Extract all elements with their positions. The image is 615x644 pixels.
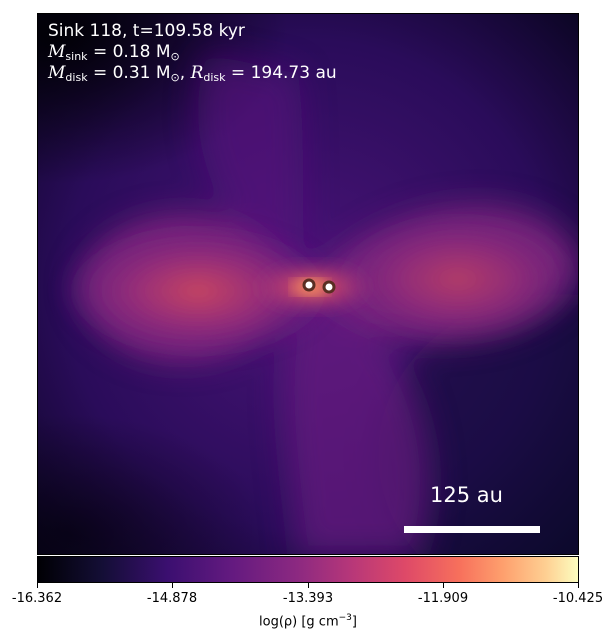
mdisk-symbol: M bbox=[48, 63, 66, 83]
colorbar-tick-label: -10.425 bbox=[552, 591, 604, 606]
colorbar-tick bbox=[578, 583, 579, 588]
colorbar bbox=[37, 556, 579, 583]
colorbar-tick bbox=[37, 583, 38, 588]
colorbar-tick-label: -14.878 bbox=[146, 591, 198, 606]
mdisk-separator: , bbox=[179, 63, 191, 83]
colorbar-tick-label: -11.909 bbox=[417, 591, 469, 606]
density-field bbox=[38, 14, 578, 554]
mdisk-value: = 0.31 M bbox=[87, 63, 171, 83]
colorbar-label-end: ] bbox=[351, 614, 357, 630]
sink-info: Sink 118, t=109.58 kyr bbox=[48, 21, 245, 41]
scale-bar bbox=[404, 526, 540, 533]
colorbar-tick-label: -13.393 bbox=[282, 591, 334, 606]
colorbar-label-exponent: −3 bbox=[338, 613, 352, 623]
colorbar-tick bbox=[443, 583, 444, 588]
mdisk-subscript: disk bbox=[65, 71, 88, 84]
disk-properties: Mdisk = 0.31 M⊙, Rdisk = 194.73 au bbox=[48, 63, 337, 88]
density-map: Sink 118, t=109.58 kyr Msink = 0.18 M⊙ M… bbox=[37, 13, 579, 555]
sink-mass: Msink = 0.18 M⊙ bbox=[48, 42, 180, 67]
colorbar-tick-label: -16.362 bbox=[11, 591, 63, 606]
sink-particle bbox=[322, 280, 336, 294]
scale-bar-label: 125 au bbox=[430, 483, 503, 507]
rdisk-value: = 194.73 au bbox=[225, 63, 337, 83]
msink-subscript: sink bbox=[65, 50, 88, 63]
msink-value: = 0.18 M bbox=[87, 42, 171, 62]
mdisk-sun-subscript: ⊙ bbox=[170, 71, 180, 84]
msink-sun-subscript: ⊙ bbox=[170, 50, 180, 63]
rdisk-subscript: disk bbox=[203, 71, 226, 84]
rdisk-symbol: R bbox=[190, 63, 204, 83]
colorbar-tick bbox=[308, 583, 309, 588]
colorbar-label: log(ρ) [g cm−3] bbox=[259, 613, 357, 629]
colorbar-tick bbox=[172, 583, 173, 588]
sink-particle bbox=[302, 278, 316, 292]
colorbar-label-main: log(ρ) [g cm bbox=[259, 614, 339, 630]
msink-symbol: M bbox=[48, 42, 66, 62]
